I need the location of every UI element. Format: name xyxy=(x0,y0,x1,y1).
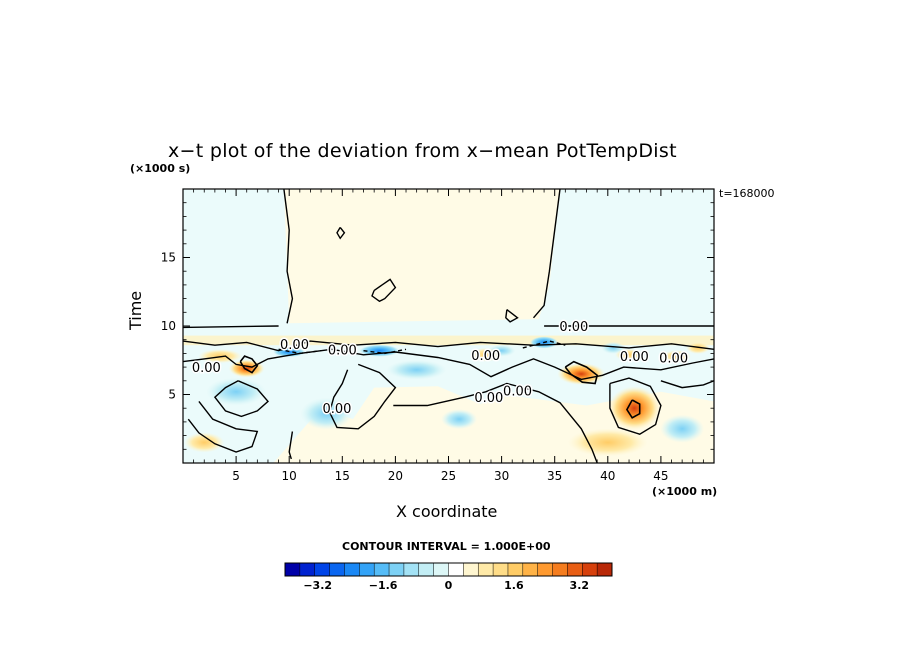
contour-label: 0.00 xyxy=(471,349,500,364)
time-stamp: t=168000 xyxy=(719,187,775,200)
positive-anomaly xyxy=(615,348,644,361)
x-axis-label: X coordinate xyxy=(396,502,498,521)
colorbar-swatch xyxy=(493,563,509,576)
colorbar-swatch xyxy=(582,563,598,576)
zero-contour xyxy=(371,278,397,303)
colorbar-swatch xyxy=(597,563,613,576)
x-tick-label: 45 xyxy=(653,469,668,483)
zero-contour xyxy=(609,377,662,435)
contour-lines xyxy=(183,189,714,463)
x-tick-label: 40 xyxy=(600,469,615,483)
zero-contour xyxy=(213,380,269,418)
chart-title: x−t plot of the deviation from x−mean Po… xyxy=(168,140,677,162)
negative-contour xyxy=(522,340,566,349)
y-axis-unit: (×1000 s) xyxy=(130,162,191,175)
contour-label: 0.00 xyxy=(474,391,503,406)
colorbar-swatch xyxy=(344,563,360,576)
colorbar-swatch xyxy=(448,563,464,576)
x-ticks: 5 10 15 20 25 30 35 40 45 xyxy=(193,189,704,483)
x-tick-label: 15 xyxy=(335,469,350,483)
colorbar-swatch xyxy=(374,563,390,576)
negative-anomaly xyxy=(206,377,267,406)
contour-label: 0.00 xyxy=(659,352,688,367)
colorbar: −3.2 −1.6 0 1.6 3.2 xyxy=(284,562,613,592)
colorbar-swatch xyxy=(359,563,375,576)
x-tick-label: 30 xyxy=(494,469,509,483)
zero-contour xyxy=(532,189,561,319)
colorbar-tick-label: −1.6 xyxy=(369,579,398,592)
colorbar-tick-label: 1.6 xyxy=(504,579,524,592)
negative-anomaly xyxy=(300,397,353,430)
colorbar-swatch xyxy=(389,563,405,576)
negative-contour xyxy=(278,348,322,355)
y-tick-label: 5 xyxy=(168,388,176,402)
negative-contour xyxy=(363,348,407,355)
positive-contour xyxy=(239,355,259,374)
positive-anomaly xyxy=(662,350,691,363)
y-tick-label: 10 xyxy=(161,319,176,333)
colorbar-swatch xyxy=(329,563,345,576)
contour-label: 0.00 xyxy=(503,384,532,399)
zero-contour xyxy=(660,380,714,389)
contour-interval-label: CONTOUR INTERVAL = 1.000E+00 xyxy=(342,540,551,553)
positive-anomaly xyxy=(184,432,225,453)
zero-contour xyxy=(336,226,346,240)
colorbar-swatch xyxy=(522,563,539,576)
colorbar-swatch xyxy=(285,563,301,576)
contour-labels: 0.000.00 0.000.000.00 0.00 0.000.000.000.00 xyxy=(190,319,689,419)
contour-label: 0.00 xyxy=(280,338,309,353)
zero-contour xyxy=(288,431,294,460)
zero-contour xyxy=(183,340,714,352)
zero-contour xyxy=(393,382,598,463)
negative-anomaly xyxy=(441,409,478,430)
zero-contour xyxy=(187,400,259,453)
warm-region-upper xyxy=(283,189,561,324)
colorbar-tick-label: 3.2 xyxy=(570,579,590,592)
positive-anomaly xyxy=(471,347,500,362)
positive-contour xyxy=(625,399,641,419)
zero-contour xyxy=(283,189,294,324)
colorbar-tick-label: 0 xyxy=(445,579,453,592)
zero-contour xyxy=(183,325,279,329)
colorbar-swatch xyxy=(537,563,554,576)
positive-anomaly xyxy=(557,362,606,385)
colorbar-swatch xyxy=(478,563,494,576)
contour-label: 0.00 xyxy=(328,343,357,358)
colorbar-tick-label: −3.2 xyxy=(303,579,332,592)
colorbar-swatch xyxy=(403,563,420,576)
zero-contour xyxy=(328,363,397,430)
positive-anomaly xyxy=(567,428,648,457)
colorbar-swatch xyxy=(433,563,449,576)
colorbar-swatch xyxy=(418,563,435,576)
colorbar-swatch xyxy=(552,563,568,576)
contour-label: 0.00 xyxy=(192,361,221,376)
colorbar-swatch xyxy=(463,563,479,576)
colorbar-swatch xyxy=(507,563,524,576)
x-tick-label: 25 xyxy=(441,469,456,483)
negative-anomaly xyxy=(386,359,447,380)
zero-contour xyxy=(505,309,519,323)
contour-label: 0.00 xyxy=(620,350,649,365)
positive-anomaly xyxy=(608,386,661,431)
x-axis-unit: (×1000 m) xyxy=(652,485,718,498)
zero-contour xyxy=(183,348,714,381)
positive-contour xyxy=(564,360,599,385)
x-tick-label: 20 xyxy=(388,469,403,483)
negative-anomaly xyxy=(660,414,705,443)
x-tick-label: 10 xyxy=(282,469,297,483)
contour-label: 0.00 xyxy=(559,320,588,335)
y-ticks: 5 10 15 xyxy=(161,202,714,450)
contour-label: 0.00 xyxy=(323,402,352,417)
x-tick-label: 35 xyxy=(547,469,562,483)
y-tick-label: 15 xyxy=(161,251,176,265)
colorbar-swatch xyxy=(567,563,583,576)
x-tick-label: 5 xyxy=(232,469,240,483)
colorbar-swatch xyxy=(314,563,331,576)
colorbar-swatch xyxy=(299,563,316,576)
warm-band xyxy=(183,335,714,346)
